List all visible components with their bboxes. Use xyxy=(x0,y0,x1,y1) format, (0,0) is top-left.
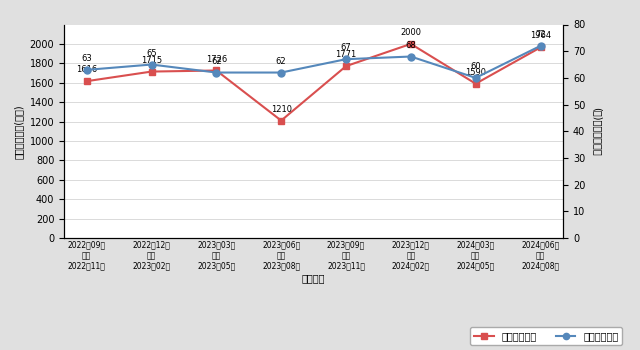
X-axis label: 成約年月: 成約年月 xyxy=(302,273,325,284)
Line: 平均成約価格: 平均成約価格 xyxy=(83,41,544,124)
Text: 1771: 1771 xyxy=(335,50,356,59)
Line: 平均専有面積: 平均専有面積 xyxy=(83,42,544,81)
平均専有面積 xyxy=(407,54,415,58)
Text: 62: 62 xyxy=(276,57,287,65)
平均専有面積 xyxy=(83,68,90,72)
平均専有面積 xyxy=(537,44,545,48)
平均専有面積 xyxy=(148,62,156,66)
Text: 1616: 1616 xyxy=(76,65,97,74)
平均成約価格 xyxy=(83,79,90,83)
Text: 1964: 1964 xyxy=(530,32,551,41)
Text: 1715: 1715 xyxy=(141,56,162,65)
Legend: 平均成約価格, 平均専有面積: 平均成約価格, 平均専有面積 xyxy=(470,327,622,345)
Text: 67: 67 xyxy=(340,43,351,52)
Text: 2000: 2000 xyxy=(401,28,421,37)
平均専有面積 xyxy=(342,57,350,61)
平均成約価格 xyxy=(277,118,285,123)
平均成約価格 xyxy=(537,45,545,49)
平均成約価格 xyxy=(212,68,220,72)
平均専有面積 xyxy=(212,70,220,75)
平均専有面積 xyxy=(472,76,479,80)
平均専有面積 xyxy=(277,70,285,75)
Text: 1210: 1210 xyxy=(271,105,292,114)
平均成約価格 xyxy=(148,69,156,73)
Text: 1590: 1590 xyxy=(465,68,486,77)
平均成約価格 xyxy=(407,42,415,46)
Text: 1726: 1726 xyxy=(205,55,227,64)
Text: 68: 68 xyxy=(406,41,416,50)
Y-axis label: 平均成約価格(万円): 平均成約価格(万円) xyxy=(14,104,24,159)
Text: 65: 65 xyxy=(146,49,157,58)
Text: 72: 72 xyxy=(535,30,546,39)
Text: 62: 62 xyxy=(211,57,221,65)
Text: 60: 60 xyxy=(470,62,481,71)
平均成約価格 xyxy=(342,64,350,68)
Text: 63: 63 xyxy=(81,54,92,63)
Y-axis label: (㎡)平均専有面積: (㎡)平均専有面積 xyxy=(592,107,602,156)
平均成約価格 xyxy=(472,82,479,86)
